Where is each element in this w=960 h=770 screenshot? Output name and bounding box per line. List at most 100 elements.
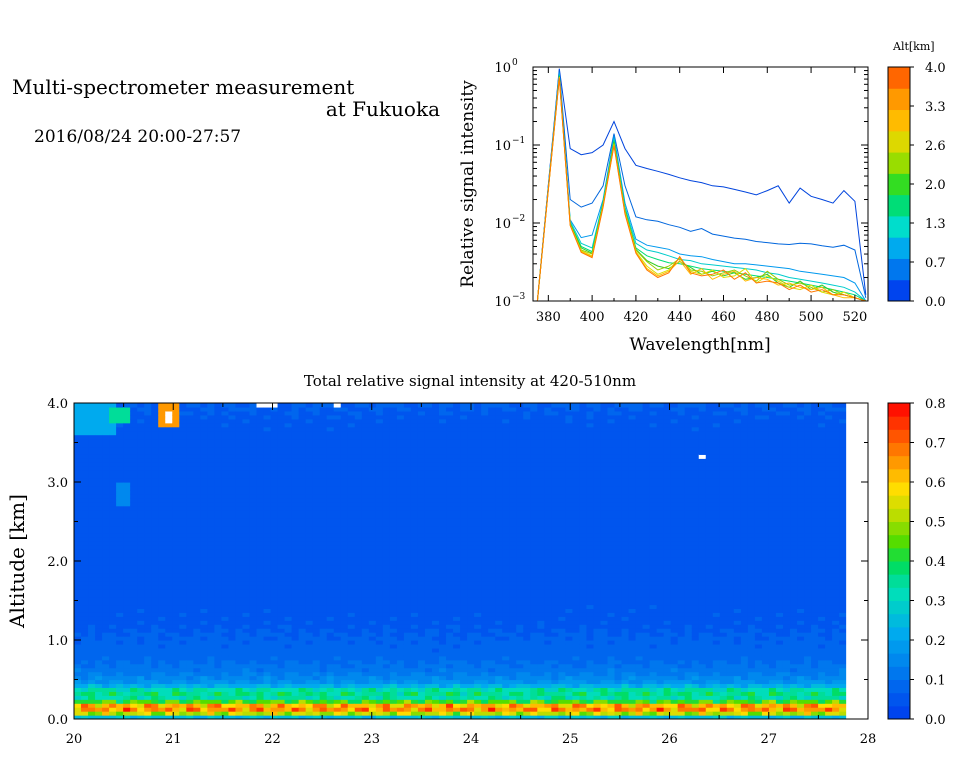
heatmap-cell xyxy=(340,659,349,665)
heatmap-cell xyxy=(396,418,405,424)
heatmap-cell xyxy=(109,454,117,459)
heatmap-cell xyxy=(102,466,110,471)
heatmap-cell xyxy=(446,568,454,574)
heatmap-cell xyxy=(453,410,461,416)
heatmap-cell xyxy=(326,442,335,448)
heatmap-cell xyxy=(228,640,237,645)
heatmap-cell xyxy=(410,663,419,669)
heatmap-cell xyxy=(200,557,208,562)
heatmap-cell xyxy=(221,426,230,432)
heatmap-cell xyxy=(228,584,237,590)
heatmap-cell xyxy=(214,588,223,594)
heatmap-cell xyxy=(116,509,124,515)
heatmap-cell xyxy=(432,410,440,416)
heatmap-cell xyxy=(284,655,293,661)
heatmap-cell xyxy=(446,493,454,499)
heatmap-cell xyxy=(319,529,328,534)
heatmap-cell xyxy=(256,699,265,704)
heatmap-cell xyxy=(446,438,454,444)
heatmap-cell xyxy=(305,497,314,503)
heatmap-cell xyxy=(467,541,475,546)
heatmap-cell xyxy=(432,497,440,503)
heatmap-cell xyxy=(270,628,279,633)
heatmap-cell xyxy=(200,596,208,602)
heatmap-cell xyxy=(312,422,321,428)
heatmap-cell xyxy=(340,691,349,696)
heatmap-cell xyxy=(312,450,321,455)
heatmap-cell xyxy=(432,667,440,673)
heatmap-cell xyxy=(165,667,173,673)
heatmap-cell xyxy=(403,474,412,479)
heatmap-cell xyxy=(109,458,117,463)
heatmap-cell xyxy=(130,549,138,554)
heatmap-cell xyxy=(389,482,398,487)
heatmap-cell xyxy=(277,482,286,487)
heatmap-cell xyxy=(151,537,159,542)
heatmap-cell xyxy=(256,446,265,451)
heatmap-cell xyxy=(368,683,377,688)
heatmap-cell xyxy=(193,663,201,669)
heatmap-cell xyxy=(200,691,208,696)
heatmap-cell xyxy=(354,679,363,685)
heatmap-cell xyxy=(235,541,244,546)
heatmap-cell xyxy=(410,647,419,653)
heatmap-cell xyxy=(137,616,145,621)
heatmap-cell xyxy=(284,438,293,444)
heatmap-cell xyxy=(474,636,482,641)
heatmap-cell xyxy=(291,667,300,673)
heatmap-cell xyxy=(81,608,89,613)
heatmap-cell xyxy=(193,671,201,677)
heatmap-cell xyxy=(186,557,194,562)
heatmap-cell xyxy=(439,628,447,633)
heatmap-cell xyxy=(151,406,159,412)
heatmap-cell xyxy=(417,482,426,487)
heatmap-cell xyxy=(410,612,419,617)
heatmap-cell xyxy=(116,474,124,479)
heatmap-cell xyxy=(235,557,244,562)
heatmap-cell xyxy=(396,541,405,546)
heatmap-cell xyxy=(354,470,363,475)
heatmap-cell xyxy=(340,651,349,657)
heatmap-cell xyxy=(249,580,258,586)
heatmap-cell xyxy=(446,711,454,716)
heatmap-cell xyxy=(165,711,173,716)
heatmap-cell xyxy=(151,628,159,633)
heatmap-cell xyxy=(298,703,307,708)
heatmap-cell xyxy=(389,643,398,649)
altitude-colorbar-tick-label: 2.0 xyxy=(925,178,946,193)
heatmap-cell xyxy=(172,568,180,574)
heatmap-cell xyxy=(116,659,124,665)
heatmap-cell xyxy=(305,703,314,708)
heatmap-cell xyxy=(200,675,208,681)
heatmap-cell xyxy=(144,584,152,590)
heatmap-cell xyxy=(291,454,300,459)
heatmap-cell xyxy=(396,572,405,578)
heatmap-cell xyxy=(326,715,335,719)
heatmap-cell xyxy=(179,434,187,440)
heatmap-cell xyxy=(207,691,215,696)
heatmap-cell xyxy=(137,410,145,416)
heatmap-cell xyxy=(109,426,117,432)
heatmap-cell xyxy=(242,707,251,712)
heatmap-cell xyxy=(347,434,356,440)
heatmap-cell xyxy=(123,588,131,594)
heatmap-cell xyxy=(137,406,145,412)
heatmap-cell xyxy=(130,533,138,538)
heatmap-cell xyxy=(354,576,363,582)
heatmap-cell xyxy=(410,572,419,578)
heatmap-cell xyxy=(277,643,286,649)
heatmap-cell xyxy=(474,533,482,538)
heatmap-cell xyxy=(410,671,419,677)
heatmap-cell xyxy=(179,426,187,432)
heatmap-cell xyxy=(256,410,265,416)
heatmap-cell xyxy=(424,446,433,451)
heatmap-cell xyxy=(158,537,166,542)
heatmap-cell xyxy=(130,525,138,530)
heatmap-cell xyxy=(277,699,286,704)
heatmap-cell xyxy=(312,442,321,448)
heatmap-cell xyxy=(284,489,293,495)
heatmap-cell xyxy=(102,517,110,523)
heatmap-cell xyxy=(151,568,159,574)
heatmap-cell xyxy=(151,553,159,558)
heatmap-cell xyxy=(151,687,159,692)
